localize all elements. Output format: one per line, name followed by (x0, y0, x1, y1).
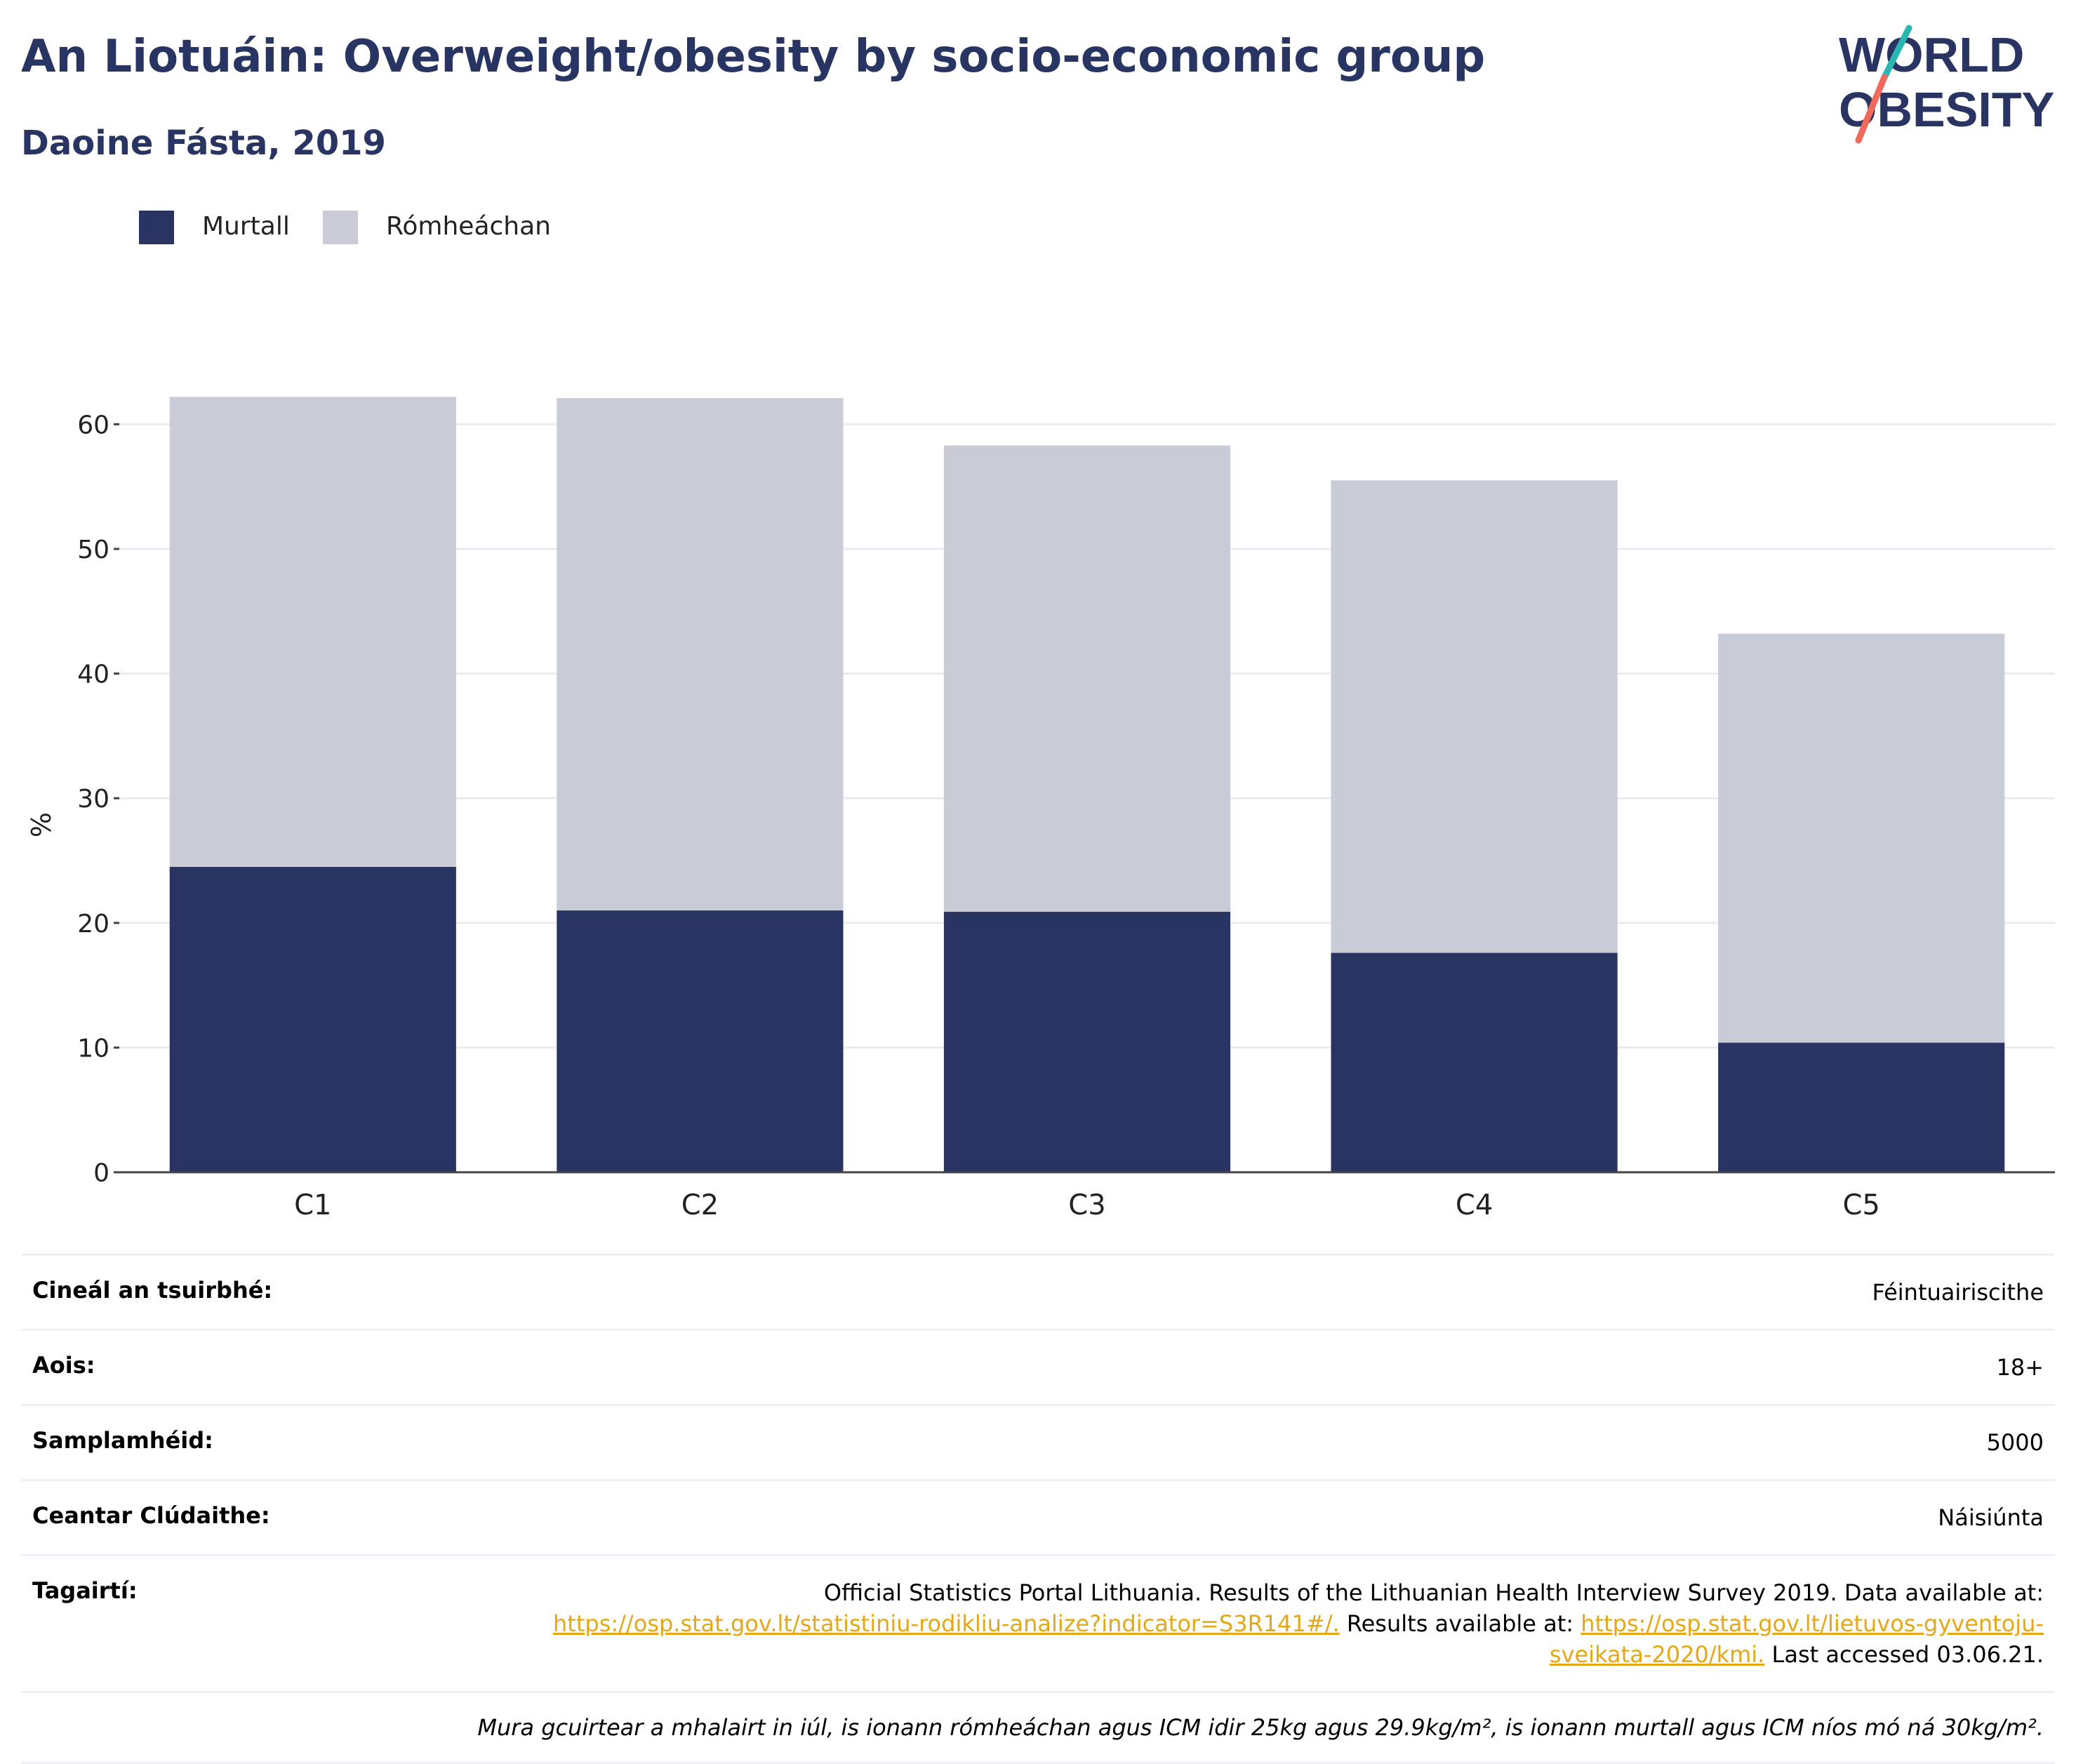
y-tick-label: 60 (77, 411, 109, 439)
info-row-coverage: Ceantar Clúdaithe: Náisiúnta (21, 1479, 2055, 1554)
bar-romheachan (943, 445, 1231, 912)
reference-text-3: Last accessed 03.06.21. (1764, 1641, 2044, 1668)
info-row-age: Aois: 18+ (21, 1329, 2055, 1404)
y-tick-label: 30 (77, 785, 109, 814)
x-tick-label: C5 (1843, 1189, 1880, 1221)
info-key: Ceantar Clúdaithe: (32, 1502, 270, 1529)
info-key: Samplamhéid: (32, 1427, 213, 1454)
svg-text:OBESITY: OBESITY (1839, 82, 2054, 137)
reference-link-1[interactable]: https://osp.stat.gov.lt/statistiniu-rodi… (553, 1610, 1340, 1637)
bar-murtall (169, 866, 456, 1172)
survey-info-table: Cineál an tsuirbhé: Féintuairiscithe Aoi… (21, 1254, 2055, 1764)
reference-link-2[interactable]: https://osp.stat.gov.lt/lietuvos-gyvento… (1549, 1610, 2044, 1668)
reference-text-1: Official Statistics Portal Lithuania. Re… (823, 1579, 2044, 1606)
y-tick-label: 50 (77, 536, 109, 564)
page-subtitle: Daoine Fásta, 2019 (21, 124, 386, 163)
world-obesity-logo: WORLD OBESITY (1839, 25, 2054, 144)
legend-swatch-murtall (139, 211, 174, 244)
info-key: Cineál an tsuirbhé: (32, 1277, 273, 1304)
legend-label-murtall: Murtall (202, 212, 290, 241)
info-key: Tagairtí: (32, 1577, 138, 1604)
page-title: An Liotuáin: Overweight/obesity by socio… (21, 31, 1486, 83)
bar-romheachan (557, 398, 844, 911)
legend-swatch-romheachan (323, 211, 358, 244)
info-value: 5000 (1986, 1429, 2044, 1456)
x-tick-label: C1 (294, 1189, 331, 1221)
bar-romheachan (169, 397, 456, 867)
svg-text:WORLD: WORLD (1839, 27, 2024, 82)
x-tick-label: C2 (681, 1189, 719, 1221)
bar-murtall (1718, 1042, 2005, 1172)
info-value: Náisiúnta (1938, 1504, 2044, 1531)
info-key: Aois: (32, 1352, 95, 1379)
legend-label-romheachan: Rómheáchan (386, 212, 552, 241)
references-text: Official Statistics Portal Lithuania. Re… (453, 1577, 2044, 1670)
info-row-references: Tagairtí: Official Statistics Portal Lit… (21, 1554, 2055, 1691)
y-tick-label: 40 (77, 661, 109, 689)
y-tick-label: 10 (77, 1034, 109, 1063)
bar-murtall (943, 911, 1231, 1172)
info-value: 18+ (1996, 1354, 2044, 1381)
y-tick-label: 20 (77, 910, 109, 939)
y-tick-label: 0 (93, 1159, 109, 1188)
bar-chart: 0 10 20 30 40 50 60% C1 C2 C3 C4 C5 (26, 397, 2055, 1221)
x-tick-label: C3 (1068, 1189, 1105, 1221)
x-tick-label: C4 (1456, 1189, 1493, 1221)
definition-note: Mura gcuirtear a mhalairt in iúl, is ion… (21, 1691, 2055, 1764)
bar-romheachan (1718, 633, 2005, 1043)
y-axis-label: % (26, 812, 57, 837)
bar-murtall (1331, 953, 1618, 1172)
bar-romheachan (1331, 480, 1618, 953)
info-value: Féintuairiscithe (1872, 1279, 2044, 1306)
info-row-survey-type: Cineál an tsuirbhé: Féintuairiscithe (21, 1254, 2055, 1329)
bar-murtall (557, 910, 844, 1172)
info-row-sample-size: Samplamhéid: 5000 (21, 1404, 2055, 1479)
reference-text-2: Results available at: (1339, 1610, 1581, 1637)
